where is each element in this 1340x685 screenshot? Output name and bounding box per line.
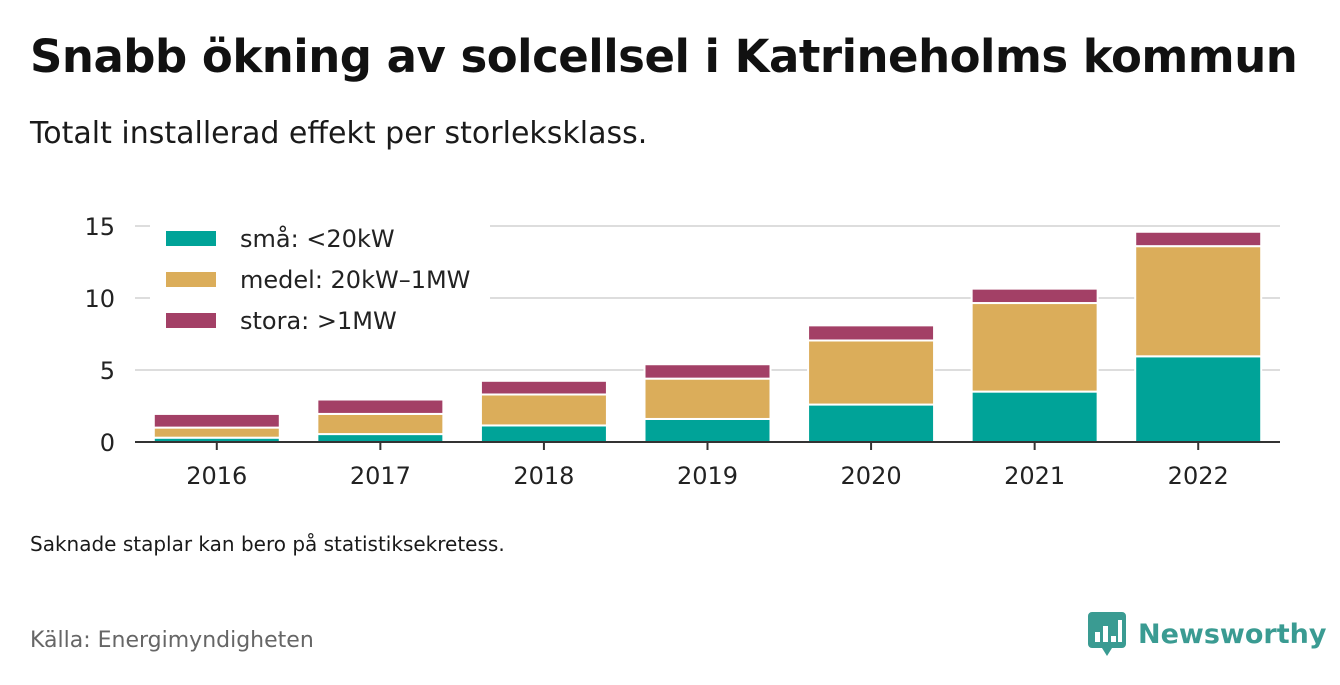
legend-label: medel: 20kW–1MW: [240, 266, 470, 294]
x-tick-label: 2019: [677, 462, 738, 490]
bar-segment: [970, 390, 1099, 444]
y-tick-label: 0: [100, 429, 115, 457]
bar-segment: [970, 287, 1099, 305]
bar-segment: [970, 302, 1099, 393]
bar-segment: [643, 363, 772, 380]
legend-swatch: [166, 313, 216, 328]
x-tick-label: 2022: [1168, 462, 1229, 490]
y-tick-label: 15: [84, 213, 115, 241]
legend-label: stora: >1MW: [240, 307, 397, 335]
x-tick-label: 2020: [841, 462, 902, 490]
brand-name: Newsworthy: [1138, 618, 1327, 650]
bar-segment: [152, 412, 281, 429]
y-tick-label: 10: [84, 285, 115, 313]
bar-segment: [479, 379, 608, 396]
legend-swatch: [166, 231, 216, 246]
x-tick-label: 2016: [186, 462, 247, 490]
chart-subtitle: Totalt installerad effekt per storlekskl…: [30, 116, 648, 151]
bar-segment: [152, 426, 281, 439]
footnote: Saknade staplar kan bero på statistiksek…: [30, 532, 505, 556]
bar-segment: [643, 417, 772, 443]
bar-segment: [643, 377, 772, 420]
bar-chart-bubble-icon: [1088, 612, 1126, 656]
bar-segment: [1134, 230, 1263, 248]
chart-title: Snabb ökning av solcellsel i Katrineholm…: [30, 30, 1298, 83]
x-tick-label: 2017: [350, 462, 411, 490]
x-tick-label: 2021: [1004, 462, 1065, 490]
bar-segment: [1134, 355, 1263, 444]
bar-segment: [1134, 245, 1263, 358]
bar-segment: [316, 412, 445, 436]
bar-segment: [807, 324, 936, 342]
bar-segment: [807, 339, 936, 406]
bar-segment: [316, 398, 445, 415]
x-tick-label: 2018: [513, 462, 574, 490]
stacked-bar-chart: 0 5 10 15 2016 2017 2018 2019 2020 2021 2022 små: <…: [84, 213, 1280, 490]
source-credit: Källa: Energimyndigheten: [30, 628, 314, 653]
bar-segment: [316, 433, 445, 443]
newsworthy-logo: Newsworthy: [1088, 612, 1326, 656]
bar-segment: [479, 424, 608, 444]
legend-swatch: [166, 272, 216, 287]
legend-label: små: <20kW: [240, 224, 395, 253]
y-tick-label: 5: [100, 357, 115, 385]
bar-segment: [479, 393, 608, 427]
bar-segment: [807, 403, 936, 443]
